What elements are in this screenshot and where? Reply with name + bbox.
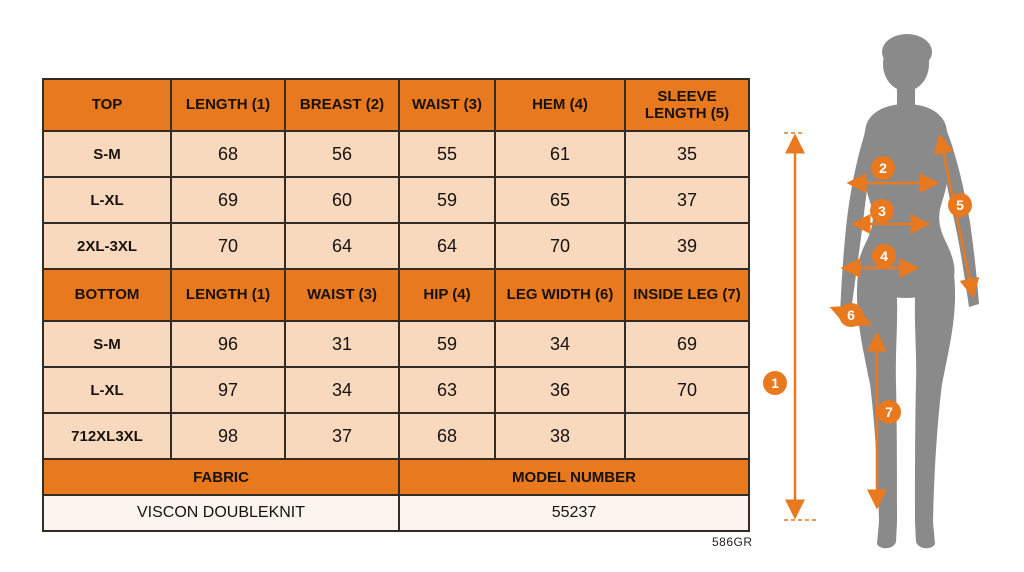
footer-label: FABRIC <box>42 458 400 496</box>
column-header: HIP (4) <box>398 268 496 322</box>
size-value: 65 <box>494 176 626 224</box>
style-code: 586GR <box>712 535 753 549</box>
size-figure: 1 2 3 4 5 6 7 <box>763 34 980 549</box>
woman-silhouette <box>840 34 979 549</box>
size-value: 61 <box>494 130 626 178</box>
svg-text:7: 7 <box>885 404 893 420</box>
column-header: WAIST (3) <box>398 78 496 132</box>
markers: 1 2 3 4 5 6 7 <box>763 156 972 424</box>
size-value: 37 <box>284 412 400 460</box>
size-row-label: 712XL3XL <box>42 412 172 460</box>
marker-6: 6 <box>839 303 863 327</box>
size-value: 98 <box>170 412 286 460</box>
svg-text:2: 2 <box>879 160 887 176</box>
column-header: BREAST (2) <box>284 78 400 132</box>
size-value: 63 <box>398 366 496 414</box>
marker-4: 4 <box>872 244 896 268</box>
marker-1: 1 <box>763 371 787 395</box>
size-value: 70 <box>494 222 626 270</box>
size-value: 59 <box>398 176 496 224</box>
size-row-label: L-XL <box>42 366 172 414</box>
size-table: TOP LENGTH (1) BREAST (2) WAIST (3) HEM (4) S… <box>42 78 750 532</box>
column-header: WAIST (3) <box>284 268 400 322</box>
column-header: LENGTH (1) <box>170 78 286 132</box>
size-row-label: L-XL <box>42 176 172 224</box>
svg-text:3: 3 <box>878 203 886 219</box>
size-value: 55 <box>398 130 496 178</box>
size-value: 70 <box>624 366 750 414</box>
size-row-label: 2XL-3XL <box>42 222 172 270</box>
marker-3: 3 <box>870 199 894 223</box>
svg-text:5: 5 <box>956 197 964 213</box>
size-chart: TOP LENGTH (1) BREAST (2) WAIST (3) HEM (4) S… <box>42 78 750 532</box>
size-value: 69 <box>170 176 286 224</box>
size-value: 37 <box>624 176 750 224</box>
measurement-figure: 1 2 3 4 5 6 7 <box>744 0 1024 567</box>
svg-text:1: 1 <box>771 375 779 391</box>
size-value: 38 <box>494 412 626 460</box>
column-header: INSIDE LEG (7) <box>624 268 750 322</box>
size-value: 69 <box>624 320 750 368</box>
footer-value: 55237 <box>398 494 750 532</box>
size-value: 60 <box>284 176 400 224</box>
size-value: 36 <box>494 366 626 414</box>
size-value: 70 <box>170 222 286 270</box>
marker-5: 5 <box>948 193 972 217</box>
size-value: 64 <box>398 222 496 270</box>
size-value: 34 <box>494 320 626 368</box>
size-value <box>624 412 750 460</box>
column-header: HEM (4) <box>494 78 626 132</box>
column-header: BOTTOM <box>42 268 172 322</box>
size-value: 64 <box>284 222 400 270</box>
footer-value: VISCON DOUBLEKNIT <box>42 494 400 532</box>
marker-7: 7 <box>877 400 901 424</box>
svg-text:6: 6 <box>847 307 855 323</box>
footer-label: MODEL NUMBER <box>398 458 750 496</box>
svg-text:4: 4 <box>880 248 888 264</box>
size-value: 39 <box>624 222 750 270</box>
column-header: LEG WIDTH (6) <box>494 268 626 322</box>
column-header: TOP <box>42 78 172 132</box>
column-header: LENGTH (1) <box>170 268 286 322</box>
size-value: 56 <box>284 130 400 178</box>
size-table-body: TOP LENGTH (1) BREAST (2) WAIST (3) HEM (4) S… <box>42 78 750 532</box>
size-value: 96 <box>170 320 286 368</box>
size-row-label: S-M <box>42 130 172 178</box>
marker-2: 2 <box>871 156 895 180</box>
column-header: SLEEVE LENGTH (5) <box>624 78 750 132</box>
size-row-label: S-M <box>42 320 172 368</box>
size-value: 34 <box>284 366 400 414</box>
size-value: 31 <box>284 320 400 368</box>
size-value: 59 <box>398 320 496 368</box>
size-value: 97 <box>170 366 286 414</box>
size-value: 68 <box>170 130 286 178</box>
size-value: 68 <box>398 412 496 460</box>
size-value: 35 <box>624 130 750 178</box>
